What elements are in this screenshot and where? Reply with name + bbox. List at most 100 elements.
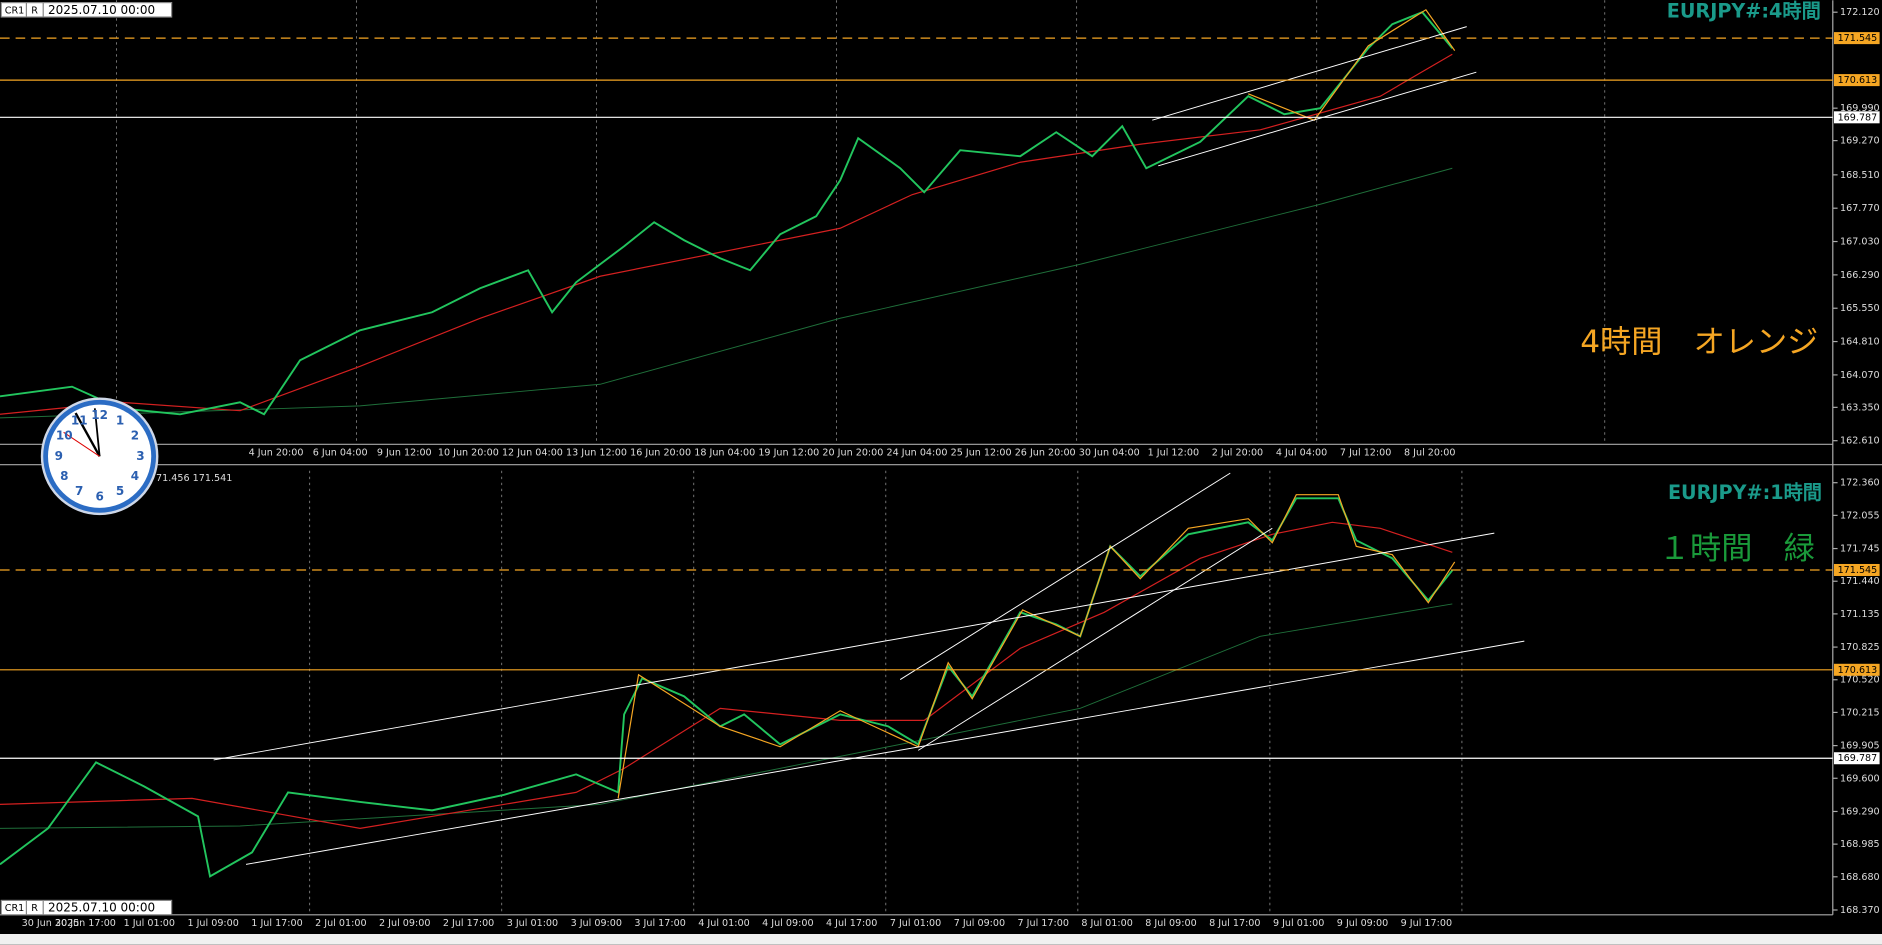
time-label: 4 Jul 04:00 bbox=[1276, 448, 1327, 459]
time-label: 8 Jul 09:00 bbox=[1145, 918, 1196, 929]
price-box bbox=[1833, 563, 1880, 576]
time-label: 1 Jul 01:00 bbox=[124, 918, 175, 929]
price-label: 169.270 bbox=[1840, 136, 1880, 147]
time-label: 2 Jul 01:00 bbox=[315, 918, 366, 929]
price-label: 168.680 bbox=[1840, 872, 1880, 883]
symbol-label: EURJPY#:1時間 bbox=[1668, 481, 1822, 504]
symbol-label: EURJPY#:4時間 bbox=[1667, 0, 1821, 23]
time-label: 30 Jun 2025 bbox=[22, 918, 80, 929]
time-label: 10 Jun 20:00 bbox=[438, 448, 499, 459]
bottom-price-lines bbox=[0, 472, 1525, 878]
price-label: 169.290 bbox=[1840, 806, 1880, 817]
time-label: 8 Jul 17:00 bbox=[1209, 918, 1260, 929]
clock-number: 2 bbox=[131, 428, 139, 442]
price-box-label: 169.787 bbox=[1838, 753, 1878, 764]
time-label: 8 Jul 01:00 bbox=[1081, 918, 1132, 929]
price-label: 171.440 bbox=[1840, 576, 1880, 587]
time-label: 3 Jul 17:00 bbox=[634, 918, 685, 929]
grid bbox=[116, 0, 1606, 913]
time-label: 9 Jul 09:00 bbox=[1337, 918, 1388, 929]
clock-number: 11 bbox=[71, 413, 88, 427]
clock-number: 12 bbox=[91, 408, 108, 422]
price-label: 169.905 bbox=[1840, 741, 1880, 752]
time-label: 1 Jul 17:00 bbox=[251, 918, 302, 929]
price-label: 170.215 bbox=[1840, 707, 1880, 718]
price-label: 167.030 bbox=[1840, 237, 1880, 248]
time-label: 6 Jun 04:00 bbox=[313, 448, 368, 459]
time-label: 18 Jun 04:00 bbox=[694, 448, 755, 459]
time-label: 4 Jul 01:00 bbox=[698, 918, 749, 929]
datetime: 2025.07.10 00:00 bbox=[48, 901, 155, 915]
price-label: 163.350 bbox=[1840, 402, 1880, 413]
info-line: 71.456 171.541 bbox=[156, 473, 232, 484]
tab-bar bbox=[0, 933, 1882, 945]
clock-number: 7 bbox=[75, 484, 83, 498]
time-label: 7 Jul 17:00 bbox=[1018, 918, 1069, 929]
price-label: 167.770 bbox=[1840, 203, 1880, 214]
price-box-label: 169.787 bbox=[1838, 112, 1878, 123]
price-label: 166.290 bbox=[1840, 270, 1880, 281]
tag: CR1 bbox=[5, 903, 24, 914]
annotation: 4時間 オレンジ bbox=[1580, 324, 1818, 360]
price-label: 164.070 bbox=[1840, 370, 1880, 381]
time-label: 1 Jul 12:00 bbox=[1148, 448, 1199, 459]
time-label: 7 Jul 09:00 bbox=[954, 918, 1005, 929]
time-label: 25 Jun 12:00 bbox=[951, 448, 1012, 459]
time-label: 7 Jul 01:00 bbox=[890, 918, 941, 929]
price-box-label: 170.613 bbox=[1838, 665, 1878, 676]
price-box bbox=[1833, 111, 1880, 124]
price-box bbox=[1833, 663, 1880, 676]
price-label: 168.985 bbox=[1840, 839, 1880, 850]
time-label: 30 Jun 17:00 bbox=[55, 918, 116, 929]
time-label: 9 Jul 17:00 bbox=[1401, 918, 1452, 929]
clock-number: 5 bbox=[116, 484, 124, 498]
price-label: 171.745 bbox=[1840, 544, 1880, 555]
time-label: 1 Jul 09:00 bbox=[187, 918, 238, 929]
tag: R bbox=[31, 903, 38, 914]
price-label: 172.055 bbox=[1840, 510, 1880, 521]
time-label: 12 Jun 04:00 bbox=[502, 448, 563, 459]
price-label: 168.370 bbox=[1840, 905, 1880, 916]
time-label: 19 Jun 12:00 bbox=[758, 448, 819, 459]
clock-number: 9 bbox=[55, 449, 63, 463]
price-label: 168.510 bbox=[1840, 170, 1880, 181]
time-label: 9 Jun 12:00 bbox=[377, 448, 432, 459]
time-label: 24 Jun 04:00 bbox=[887, 448, 948, 459]
time-label: 2 Jul 20:00 bbox=[1212, 448, 1263, 459]
tag: CR1 bbox=[5, 5, 24, 16]
header-box: CR1 R 2025.07.10 00:00 bbox=[0, 2, 173, 18]
time-label: 13 Jun 12:00 bbox=[566, 448, 627, 459]
price-label: 171.135 bbox=[1840, 609, 1880, 620]
time-label: 9 Jul 01:00 bbox=[1273, 918, 1324, 929]
price-label: 165.550 bbox=[1840, 303, 1880, 314]
clock-number: 3 bbox=[136, 449, 144, 463]
time-label: 26 Jun 20:00 bbox=[1015, 448, 1076, 459]
time-label: 4 Jun 20:00 bbox=[249, 448, 304, 459]
price-label: 170.520 bbox=[1840, 675, 1880, 686]
price-label: 169.990 bbox=[1840, 103, 1880, 114]
clock-number: 10 bbox=[56, 428, 73, 442]
price-label: 170.825 bbox=[1840, 642, 1880, 653]
time-label: 3 Jul 01:00 bbox=[507, 918, 558, 929]
clock-number: 1 bbox=[116, 413, 124, 427]
time-label: 3 Jul 09:00 bbox=[571, 918, 622, 929]
time-label: 30 Jun 04:00 bbox=[1079, 448, 1140, 459]
time-label: 4 Jul 09:00 bbox=[762, 918, 813, 929]
tag: R bbox=[31, 5, 38, 16]
annotation: １時間 緑 bbox=[1659, 531, 1815, 567]
clock-number: 6 bbox=[95, 490, 103, 504]
clock-number: 4 bbox=[131, 469, 139, 483]
price-box bbox=[1833, 74, 1880, 87]
price-label: 162.610 bbox=[1840, 436, 1880, 447]
time-label: 20 Jun 20:00 bbox=[822, 448, 883, 459]
price-label: 172.360 bbox=[1840, 478, 1880, 489]
clock-number: 8 bbox=[60, 469, 68, 483]
price-box bbox=[1833, 752, 1880, 765]
time-label: 7 Jul 12:00 bbox=[1340, 448, 1391, 459]
price-box-label: 171.545 bbox=[1838, 33, 1878, 44]
price-label: 169.600 bbox=[1840, 773, 1880, 784]
